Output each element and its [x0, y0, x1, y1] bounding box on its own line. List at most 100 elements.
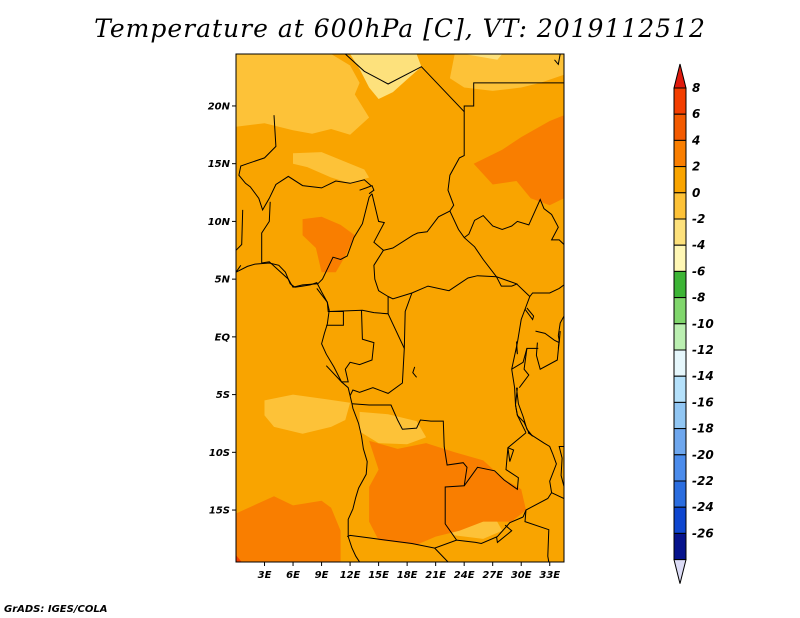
colorbar-segment [673, 506, 687, 534]
temperature-region [264, 394, 351, 434]
temperature-region [236, 496, 341, 562]
colorbar-label: -4 [692, 238, 705, 252]
colorbar: 8 6 4 2 0 -2 -4 -6 -8 -10 -12 -14 -16 -18 -20 -22 -24 -26 [673, 63, 714, 584]
country-border [463, 432, 527, 491]
colorbar-segment [673, 454, 687, 482]
colorbar-segment [673, 192, 687, 220]
coastline [496, 524, 513, 544]
lat-tick-label: 20N [208, 101, 231, 112]
country-border [524, 509, 550, 562]
coastline [524, 307, 535, 321]
temperature-region [293, 152, 370, 184]
country-border [522, 432, 557, 518]
colorbar-segment [673, 87, 687, 115]
longitude-axis: 3E 6E 9E 12E 15E 18E 21E 24E 27E 30E 33E [258, 562, 560, 581]
coastline [516, 341, 518, 355]
lon-tick-label: 9E [315, 570, 329, 581]
colorbar-label: -20 [692, 448, 714, 462]
colorbar-label: -12 [692, 343, 714, 357]
temperature-region [369, 440, 526, 545]
colorbar-label: 8 [692, 81, 700, 95]
lat-tick-label: 10N [208, 217, 231, 228]
lon-tick-label: 24E [454, 570, 475, 581]
country-border [261, 201, 271, 263]
lon-tick-label: 3E [258, 570, 272, 581]
lat-tick-label: 15S [209, 506, 230, 517]
colorbar-segment [673, 297, 687, 325]
country-border [371, 193, 497, 278]
lon-tick-label: 30E [511, 570, 532, 581]
colorbar-segment [673, 375, 687, 403]
colorbar-label: -24 [692, 500, 714, 514]
colorbar-top-arrow [673, 63, 687, 89]
colorbar-segment [673, 349, 687, 377]
lon-tick-label: 15E [368, 570, 389, 581]
colorbar-label: -22 [692, 474, 714, 488]
colorbar-bottom-arrow [673, 559, 687, 584]
country-borders [236, 54, 564, 562]
temperature-region [449, 54, 564, 91]
colorbar-label: -18 [692, 422, 714, 436]
coastline [236, 262, 368, 562]
coastline [507, 447, 515, 462]
country-border [463, 198, 564, 245]
temperature-region [464, 54, 503, 60]
coastline [359, 184, 375, 195]
colorbar-label: 6 [692, 107, 700, 121]
colorbar-label: 0 [692, 186, 700, 200]
temperature-region [236, 555, 242, 562]
temperature-field [236, 54, 564, 562]
colorbar-label: -6 [692, 264, 705, 278]
temperature-region [359, 411, 427, 445]
country-border [518, 348, 530, 388]
lon-tick-label: 6E [286, 570, 300, 581]
country-border [344, 54, 465, 212]
colorbar-label: -8 [692, 291, 705, 305]
colorbar-segment [673, 428, 687, 456]
country-border [434, 547, 449, 562]
coastline [554, 54, 561, 66]
country-border [403, 292, 413, 349]
colorbar-label: -16 [692, 395, 714, 409]
country-border [456, 516, 524, 545]
country-border [387, 275, 564, 300]
lon-tick-label: 21E [425, 570, 446, 581]
lon-tick-label: 27E [482, 570, 503, 581]
colorbar-segment [673, 480, 687, 508]
coastline [514, 387, 533, 437]
coastline [558, 446, 564, 489]
country-border [236, 265, 242, 273]
country-border [551, 492, 564, 499]
colorbar-segment [673, 270, 687, 299]
colorbar-label: -10 [692, 317, 714, 331]
colorbar-label: -2 [692, 212, 705, 226]
lat-tick-label: EQ [215, 332, 231, 343]
colorbar-label: 2 [692, 160, 700, 174]
colorbar-segment [673, 166, 687, 194]
latitude-axis: 20N 15N 10N 5N EQ 5S 10S 15S [208, 101, 236, 517]
lat-tick-label: 5S [216, 390, 230, 401]
colorbar-segment [673, 113, 687, 141]
temperature-region [350, 54, 422, 99]
colorbar-segment [673, 401, 687, 430]
country-border [496, 276, 518, 287]
country-border [349, 313, 405, 396]
country-border [238, 115, 372, 212]
colorbar-label: -26 [692, 526, 714, 540]
map-frame [235, 53, 565, 563]
temperature-region [236, 54, 370, 135]
colorbar-label: -14 [692, 369, 714, 383]
lat-tick-label: 10S [209, 448, 230, 459]
coastline [535, 330, 561, 370]
colorbar-segment [673, 244, 687, 272]
lon-tick-label: 33E [539, 570, 560, 581]
country-border [347, 403, 468, 549]
country-border [463, 82, 564, 112]
grads-credit: GrADS: IGES/COLA [4, 604, 108, 615]
colorbar-segment [673, 218, 687, 246]
lon-tick-label: 12E [340, 570, 361, 581]
lat-tick-label: 15N [208, 159, 231, 170]
country-border [325, 310, 375, 383]
country-border [236, 209, 244, 251]
